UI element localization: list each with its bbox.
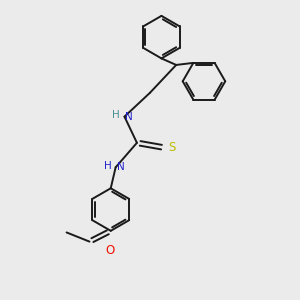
Text: N: N	[117, 162, 124, 172]
Text: H: H	[103, 161, 111, 171]
Text: O: O	[106, 244, 115, 257]
Text: N: N	[125, 112, 133, 122]
Text: S: S	[168, 141, 176, 154]
Text: H: H	[112, 110, 120, 120]
